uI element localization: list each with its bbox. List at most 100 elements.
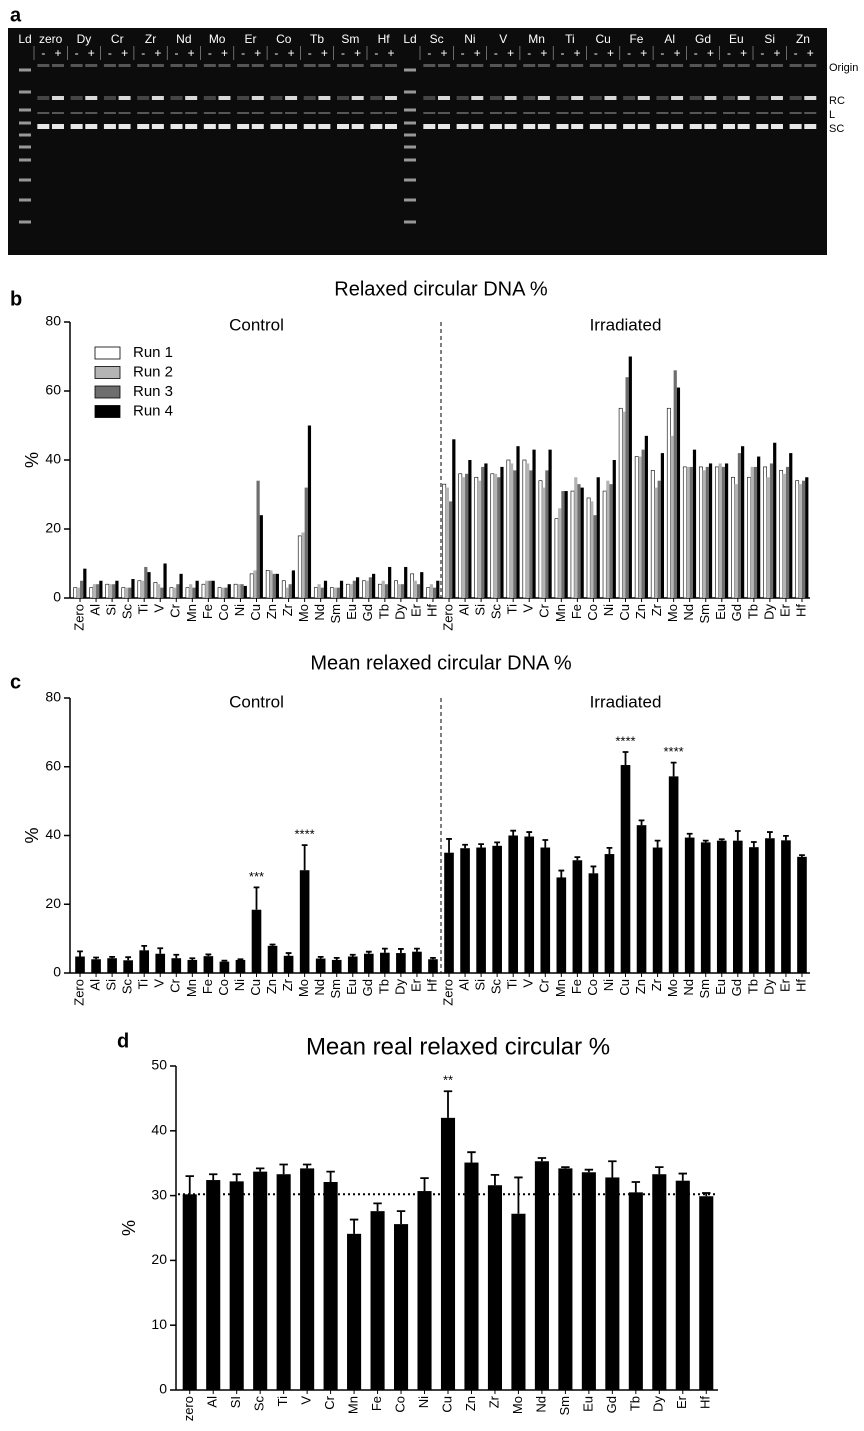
bar — [731, 476, 735, 599]
bar — [240, 584, 244, 598]
bar — [636, 825, 647, 973]
x-tick-label: Dy — [651, 1396, 666, 1412]
bar — [211, 580, 215, 598]
bar — [749, 847, 759, 973]
lane-label: Ti — [565, 32, 575, 46]
bar — [432, 587, 437, 598]
bar — [347, 956, 358, 973]
sc-band — [756, 124, 769, 129]
ladder-band — [404, 68, 416, 72]
x-tick-label: Fe — [569, 979, 584, 994]
bar — [253, 570, 257, 598]
l-band — [589, 112, 602, 114]
sign-label: - — [308, 46, 312, 60]
well — [384, 64, 397, 67]
sign-label: - — [794, 46, 798, 60]
lane-label: Sm — [341, 32, 359, 46]
error-bar — [574, 856, 581, 861]
legend-swatch — [94, 405, 121, 418]
bar — [586, 497, 591, 599]
x-tick-label: Fe — [200, 604, 215, 619]
l-band — [637, 112, 650, 114]
bar — [144, 566, 148, 598]
x-tick-label: V — [152, 979, 167, 988]
bar — [80, 580, 84, 598]
rc-band — [571, 96, 584, 100]
bar — [492, 845, 502, 973]
sign-label: + — [54, 46, 61, 60]
error-bar — [301, 844, 308, 871]
bar — [497, 477, 501, 598]
group-label: Irradiated — [590, 315, 662, 334]
bar — [323, 580, 328, 598]
bar — [660, 453, 665, 598]
x-tick-label: SI — [228, 1396, 243, 1408]
bar — [436, 580, 440, 598]
rc-band — [318, 96, 331, 100]
bar — [797, 856, 807, 973]
bar — [412, 951, 422, 973]
l-band — [118, 112, 131, 114]
lane-label: Hf — [378, 32, 391, 46]
bar — [524, 836, 535, 973]
x-tick-label: Hf — [698, 1396, 713, 1409]
bar — [676, 387, 681, 598]
bar — [487, 1185, 502, 1390]
x-tick-label: Al — [88, 979, 103, 991]
bar — [128, 587, 132, 598]
well — [456, 64, 469, 67]
error-bar — [608, 1160, 617, 1178]
l-band — [151, 112, 164, 114]
x-tick-label: Hf — [793, 979, 808, 992]
bar — [511, 1213, 526, 1390]
bar — [572, 860, 583, 973]
x-tick-label: Mo — [665, 979, 680, 997]
l-band — [604, 112, 617, 114]
band-label: Origin — [829, 62, 858, 74]
bar — [288, 584, 292, 598]
bar — [363, 953, 374, 973]
bar — [355, 577, 360, 598]
chart-title: Mean real relaxed circular % — [306, 1033, 610, 1060]
bar — [323, 1181, 338, 1390]
lane-label: Tb — [310, 32, 324, 46]
rc-band — [103, 96, 116, 100]
bar — [400, 584, 405, 598]
bar — [171, 958, 182, 973]
x-tick-label: Cr — [168, 603, 183, 617]
x-tick-label: zero — [181, 1396, 196, 1421]
bar — [593, 515, 597, 598]
bar — [75, 956, 85, 973]
band-label: RC — [829, 95, 845, 107]
rc-band — [351, 96, 364, 100]
error-bar — [702, 839, 709, 843]
error-bar — [255, 1167, 265, 1172]
l-band — [423, 112, 436, 114]
sc-band — [185, 124, 198, 129]
bar — [652, 847, 663, 973]
well — [337, 64, 350, 67]
well — [423, 64, 436, 67]
error-bar — [77, 950, 83, 957]
x-tick-label: Dy — [392, 979, 407, 995]
bar — [224, 587, 228, 598]
x-tick-label: Co — [585, 979, 600, 996]
x-tick-label: Eu — [580, 1396, 595, 1412]
x-tick-label: Hf — [424, 604, 439, 617]
bar — [372, 573, 376, 598]
sc-band — [70, 124, 83, 129]
sign-label: + — [440, 46, 447, 60]
rc-band — [51, 96, 64, 100]
well — [351, 64, 364, 67]
x-tick-label: Nd — [681, 604, 696, 621]
bar — [538, 480, 543, 599]
lane-label: Cr — [111, 32, 124, 46]
bar — [628, 356, 632, 598]
sc-band — [351, 124, 364, 129]
well — [303, 64, 316, 67]
band-label: L — [829, 109, 835, 121]
well — [723, 64, 736, 67]
rc-band — [456, 96, 469, 100]
rc-band — [770, 96, 783, 100]
bar — [588, 873, 599, 973]
